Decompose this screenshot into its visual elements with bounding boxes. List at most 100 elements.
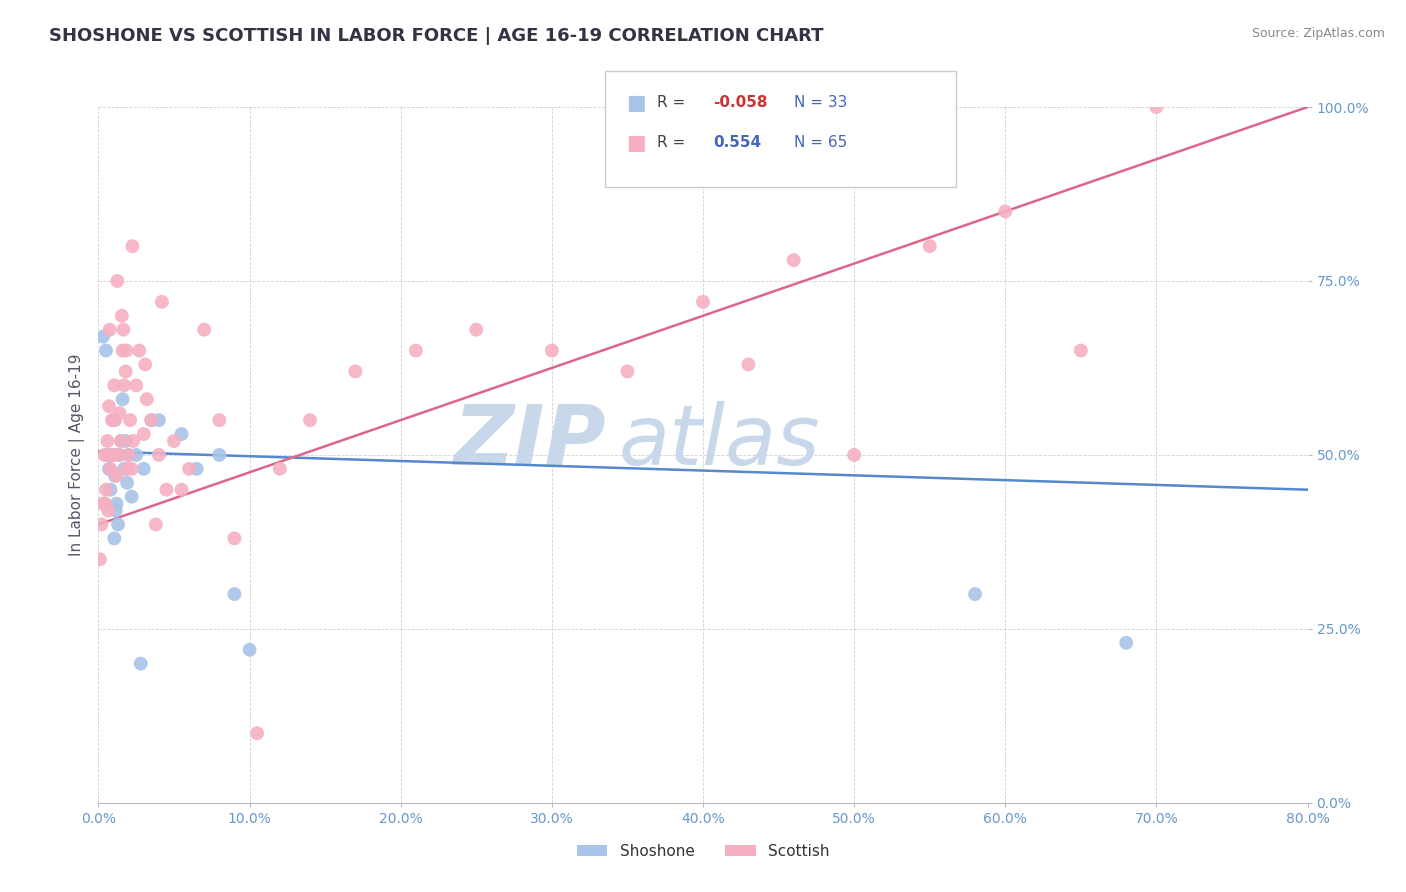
Point (96, 448, 118, 462)
Point (110, 434, 132, 448)
Point (105, 497, 128, 511)
Point (97, 503, 120, 517)
Point (129, 657, 152, 671)
Point (224, 587, 246, 601)
Point (91, 329, 114, 343)
Point (108, 406, 131, 420)
Point (150, 294, 173, 309)
Text: N = 33: N = 33 (794, 95, 848, 110)
Point (148, 413, 170, 427)
Point (103, 413, 125, 427)
Point (918, 239, 941, 253)
Point (105, 274, 128, 288)
Point (132, 427, 155, 442)
Point (94, 483, 117, 497)
Point (125, 448, 148, 462)
Text: ■: ■ (626, 133, 645, 153)
Point (135, 392, 157, 407)
Point (737, 358, 759, 372)
Point (208, 448, 231, 462)
Point (111, 392, 134, 407)
Point (148, 448, 170, 462)
Point (128, 343, 150, 358)
Point (121, 462, 143, 476)
Point (269, 462, 291, 476)
Point (94, 497, 117, 511)
Point (965, 587, 987, 601)
Point (170, 427, 193, 442)
Point (1146, 100, 1168, 114)
Point (405, 343, 427, 358)
Text: ■: ■ (626, 93, 645, 112)
Point (141, 413, 163, 427)
Text: 0.554: 0.554 (713, 136, 761, 150)
Point (299, 413, 322, 427)
Point (163, 434, 186, 448)
Point (89, 552, 111, 566)
Point (98, 399, 121, 413)
Point (844, 448, 866, 462)
Text: R =: R = (657, 136, 685, 150)
Point (132, 462, 155, 476)
Point (114, 364, 136, 378)
Point (98, 462, 121, 476)
Point (134, 358, 156, 372)
Point (112, 378, 135, 392)
Point (90, 517, 112, 532)
Point (107, 517, 129, 532)
Text: atlas: atlas (619, 401, 820, 482)
Point (103, 532, 125, 546)
Point (125, 378, 148, 392)
Point (104, 503, 127, 517)
Point (112, 462, 135, 476)
Point (103, 378, 125, 392)
Point (110, 434, 132, 448)
Text: Source: ZipAtlas.com: Source: ZipAtlas.com (1251, 27, 1385, 40)
Point (616, 364, 638, 378)
Point (155, 483, 177, 497)
Point (239, 642, 262, 657)
Point (208, 413, 231, 427)
Point (91, 497, 114, 511)
Point (96, 448, 118, 462)
Point (104, 413, 127, 427)
Point (122, 434, 145, 448)
Point (120, 413, 142, 427)
Point (107, 448, 129, 462)
Point (465, 323, 488, 337)
Point (111, 343, 134, 358)
Text: ZIP: ZIP (454, 401, 606, 482)
Y-axis label: In Labor Force | Age 16-19: In Labor Force | Age 16-19 (69, 353, 84, 557)
Point (121, 239, 143, 253)
Point (118, 448, 141, 462)
Point (101, 413, 124, 427)
Point (170, 483, 193, 497)
Point (100, 483, 122, 497)
Point (186, 462, 208, 476)
Point (121, 490, 143, 504)
Point (115, 475, 138, 490)
Point (179, 462, 201, 476)
Point (111, 309, 134, 323)
Point (1115, 636, 1137, 650)
Point (93, 448, 115, 462)
Point (344, 364, 367, 378)
Point (692, 294, 714, 309)
Point (114, 434, 136, 448)
Point (96, 434, 118, 448)
Point (115, 462, 138, 476)
Point (112, 323, 135, 337)
Point (246, 726, 269, 740)
Point (100, 462, 122, 476)
Point (98, 323, 121, 337)
Point (105, 468, 128, 483)
Point (145, 517, 167, 532)
Point (115, 343, 138, 358)
Point (100, 448, 122, 462)
Point (193, 323, 215, 337)
Point (783, 253, 806, 268)
Text: -0.058: -0.058 (713, 95, 768, 110)
Point (1070, 343, 1092, 358)
Text: R =: R = (657, 95, 685, 110)
Point (994, 204, 1017, 219)
